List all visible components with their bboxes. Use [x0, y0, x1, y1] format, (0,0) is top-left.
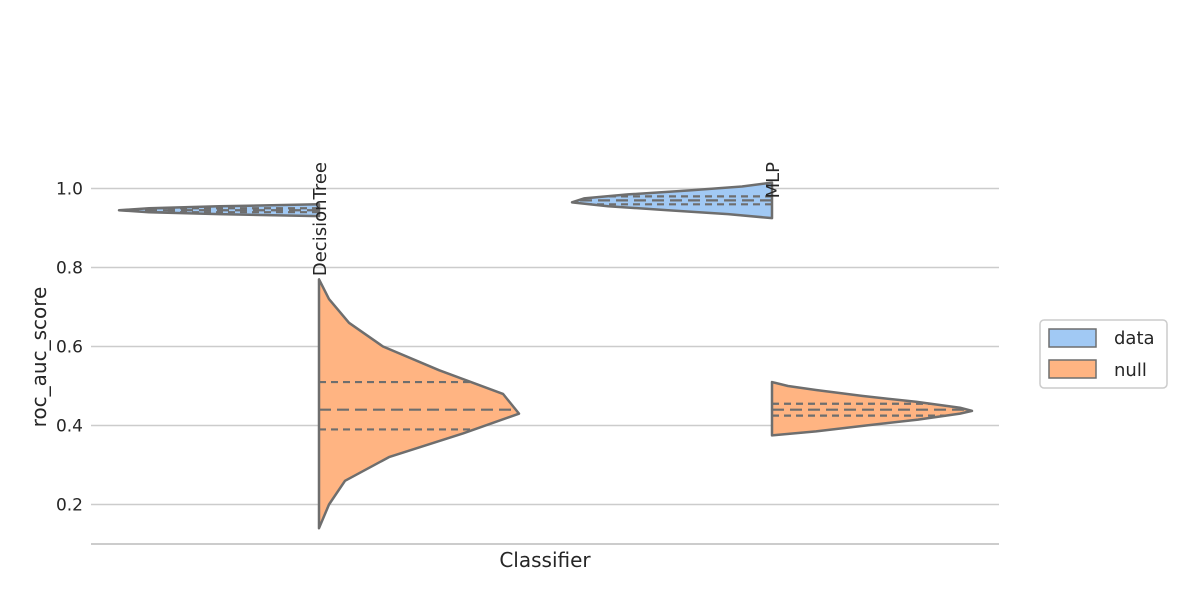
y-axis-title: roc_auc_score [27, 287, 51, 428]
violins [117, 181, 974, 530]
legend-label-null: null [1114, 360, 1147, 381]
y-tick-label: 0.2 [56, 496, 83, 516]
y-tick-label: 0.8 [56, 259, 83, 279]
legend-swatch-null [1048, 359, 1097, 379]
legend-label-data: data [1114, 328, 1155, 349]
violin-null-DecisionTree [317, 278, 521, 530]
legend-swatch-data [1048, 328, 1097, 348]
gridlines [91, 187, 999, 506]
category-label: MLP [763, 162, 784, 199]
y-tick-labels: 0.2 0.4 0.6 0.8 1.0 [56, 180, 83, 516]
x-axis-title: Classifier [499, 548, 591, 572]
category-labels: DecisionTree MLP [310, 162, 784, 276]
y-tick-label: 1.0 [56, 180, 83, 200]
y-tick-label: 0.4 [56, 417, 83, 437]
category-label: DecisionTree [310, 162, 331, 276]
legend: data null [1039, 319, 1168, 389]
y-tick-label: 0.6 [56, 338, 83, 358]
